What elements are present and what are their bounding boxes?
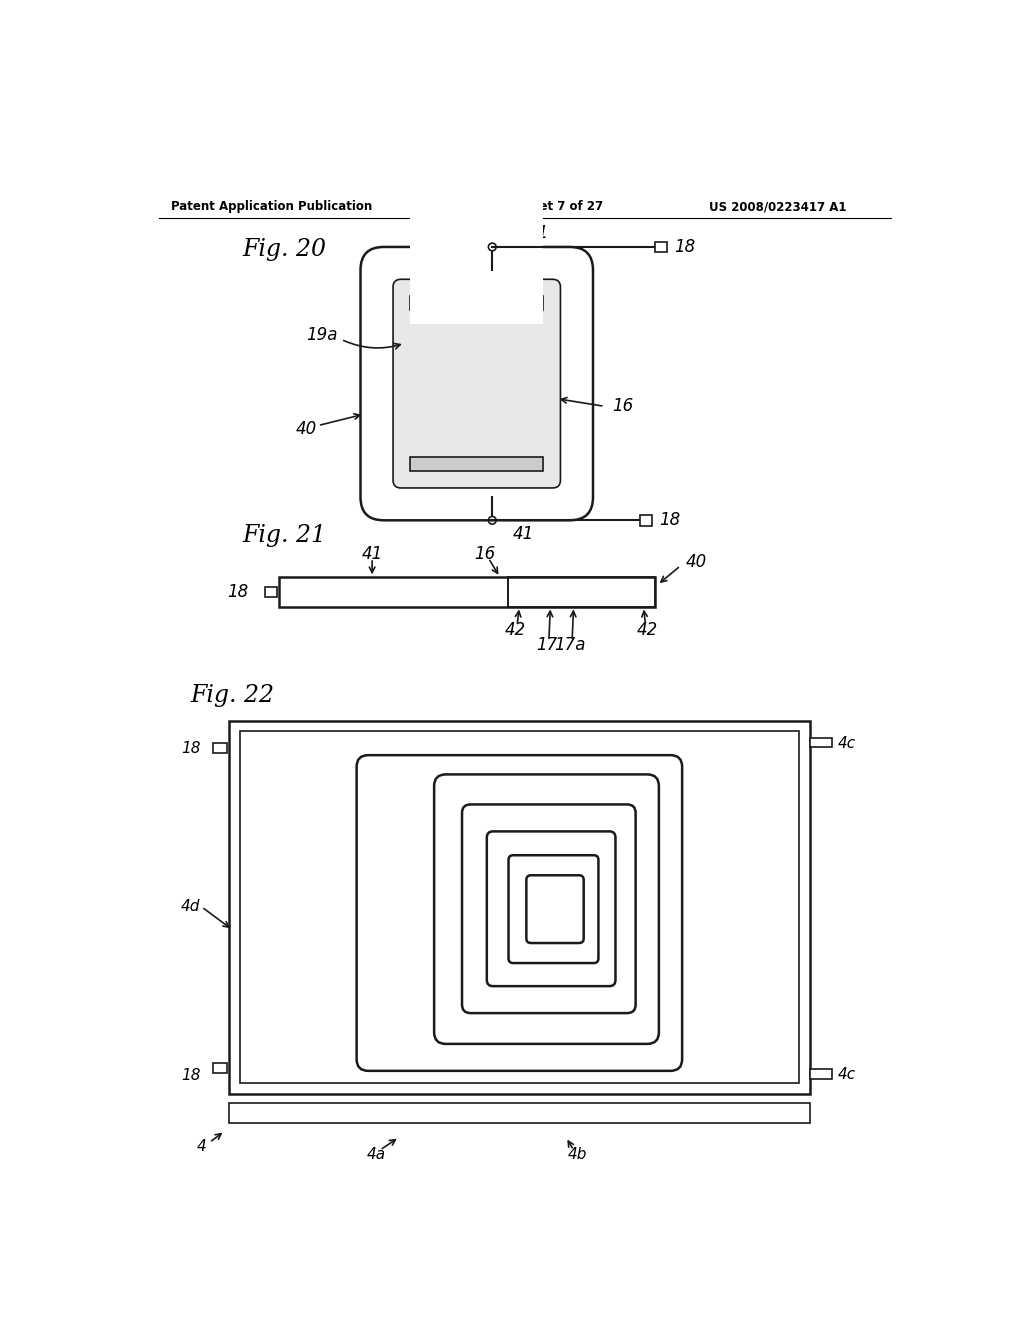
Text: 18: 18 xyxy=(227,583,248,601)
Bar xyxy=(213,1063,227,1073)
Bar xyxy=(410,177,544,323)
Bar xyxy=(655,242,668,252)
Text: 17: 17 xyxy=(536,636,557,653)
Text: 40: 40 xyxy=(296,421,316,438)
Text: 17: 17 xyxy=(380,793,399,809)
Text: 4: 4 xyxy=(197,1139,207,1154)
FancyBboxPatch shape xyxy=(393,280,560,488)
Bar xyxy=(265,586,276,598)
Bar xyxy=(240,731,799,1084)
Bar xyxy=(640,515,652,525)
Text: Patent Application Publication: Patent Application Publication xyxy=(171,201,372,214)
Text: Sep. 18, 2008  Sheet 7 of 27: Sep. 18, 2008 Sheet 7 of 27 xyxy=(415,201,603,214)
Bar xyxy=(280,577,655,607)
Text: Fig. 22: Fig. 22 xyxy=(190,684,274,708)
Text: 4a: 4a xyxy=(367,1147,386,1162)
Text: 41: 41 xyxy=(513,525,534,543)
Text: 42: 42 xyxy=(505,620,526,639)
Text: 16: 16 xyxy=(612,397,634,416)
Text: 41: 41 xyxy=(361,545,383,564)
Text: 4d: 4d xyxy=(180,899,200,915)
Text: 17a: 17a xyxy=(554,636,586,653)
Text: 41: 41 xyxy=(528,224,549,242)
Text: 18: 18 xyxy=(181,1068,201,1082)
Text: 19a: 19a xyxy=(306,326,338,345)
Text: 18: 18 xyxy=(181,741,201,756)
Bar xyxy=(508,577,655,607)
Text: 18: 18 xyxy=(675,238,695,256)
Text: Fig. 20: Fig. 20 xyxy=(243,238,327,261)
Text: 42: 42 xyxy=(637,620,657,639)
Text: US 2008/0223417 A1: US 2008/0223417 A1 xyxy=(710,201,847,214)
Text: 4c: 4c xyxy=(838,1067,856,1082)
Bar xyxy=(410,457,544,471)
Bar xyxy=(810,738,831,747)
Bar xyxy=(410,296,544,310)
Bar xyxy=(228,1104,810,1123)
Text: 40: 40 xyxy=(686,553,708,570)
FancyBboxPatch shape xyxy=(360,247,593,520)
Text: 18: 18 xyxy=(658,511,680,529)
Text: 17b: 17b xyxy=(378,902,407,916)
Text: 17a: 17a xyxy=(386,978,415,994)
Bar xyxy=(810,1069,831,1078)
FancyBboxPatch shape xyxy=(356,755,682,1071)
Text: Fig. 21: Fig. 21 xyxy=(243,524,327,548)
Text: 4c: 4c xyxy=(838,737,856,751)
Bar xyxy=(228,721,810,1094)
Text: 16: 16 xyxy=(474,545,496,564)
Text: 4b: 4b xyxy=(568,1147,587,1162)
Bar xyxy=(508,577,655,607)
Bar xyxy=(213,743,227,752)
